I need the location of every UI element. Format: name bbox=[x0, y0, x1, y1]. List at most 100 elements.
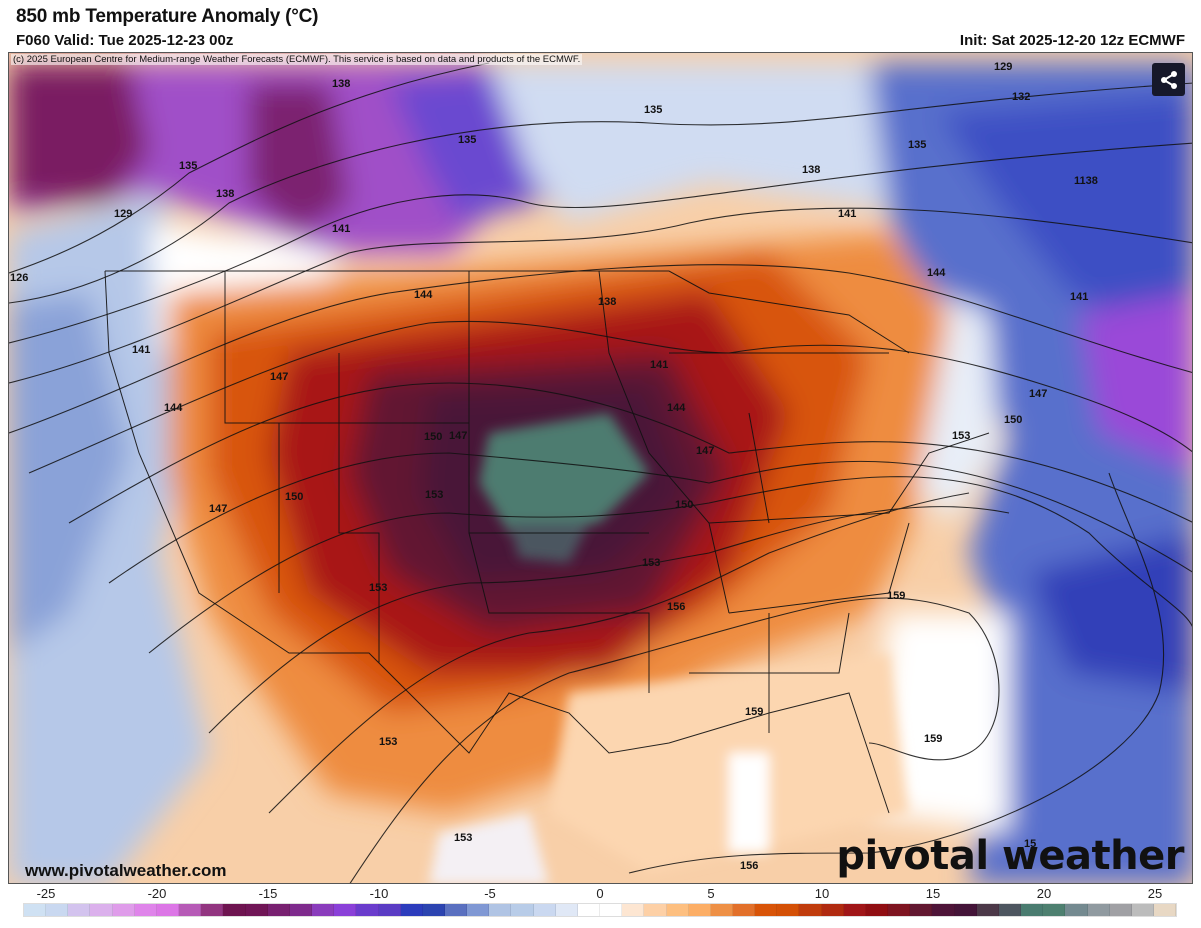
colorbar-bin bbox=[267, 904, 290, 916]
colorbar-bin bbox=[622, 904, 645, 916]
colorbar-bin bbox=[888, 904, 911, 916]
colorbar-tick-label: -25 bbox=[36, 886, 56, 901]
colorbar-tick-label: 25 bbox=[1147, 886, 1163, 901]
temperature-anomaly-field bbox=[9, 53, 1192, 883]
colorbar-tick-label: -5 bbox=[484, 886, 496, 901]
colorbar-bin bbox=[378, 904, 401, 916]
colorbar-bin bbox=[644, 904, 667, 916]
colorbar-tick-label: 0 bbox=[596, 886, 604, 901]
contour-label: 153 bbox=[369, 582, 388, 594]
colorbar-bin bbox=[68, 904, 91, 916]
contour-label: 147 bbox=[449, 430, 468, 442]
colorbar-bin bbox=[467, 904, 490, 916]
contour-label: 138 bbox=[216, 188, 235, 200]
colorbar-bin bbox=[600, 904, 623, 916]
colorbar-tick-label: 5 bbox=[707, 886, 715, 901]
colorbar-bin bbox=[1109, 904, 1132, 916]
colorbar-bin bbox=[1087, 904, 1110, 916]
contour-label: 159 bbox=[887, 590, 906, 602]
colorbar-bin bbox=[821, 904, 844, 916]
contour-label: 135 bbox=[908, 139, 927, 151]
contour-label: 153 bbox=[454, 832, 473, 844]
colorbar-tick-label: 20 bbox=[1036, 886, 1052, 901]
colorbar-bin bbox=[112, 904, 135, 916]
colorbar-bin bbox=[733, 904, 756, 916]
contour-label: 150 bbox=[285, 491, 304, 503]
colorbar-bin bbox=[289, 904, 313, 916]
colorbar-bin bbox=[24, 904, 47, 916]
colorbar-bin bbox=[865, 904, 889, 916]
colorbar-bin bbox=[400, 904, 423, 916]
contour-label: 147 bbox=[270, 371, 289, 383]
contour-label: 156 bbox=[740, 860, 759, 872]
colorbar-tick-label: -10 bbox=[369, 886, 389, 901]
colorbar-bin bbox=[555, 904, 578, 916]
colorbar-bin bbox=[976, 904, 999, 916]
contour-label: 153 bbox=[952, 430, 971, 442]
contour-label: 153 bbox=[379, 736, 398, 748]
colorbar-bin bbox=[223, 904, 246, 916]
map-panel[interactable]: (c) 2025 European Centre for Medium-rang… bbox=[8, 52, 1193, 884]
colorbar-tick-label: 10 bbox=[814, 886, 830, 901]
contour-label: 135 bbox=[458, 134, 477, 146]
colorbar-bin bbox=[932, 904, 955, 916]
colorbar-bin bbox=[777, 904, 800, 916]
colorbar-bin bbox=[444, 904, 468, 916]
colorbar-bin bbox=[90, 904, 113, 916]
contour-label: 138 bbox=[332, 78, 351, 90]
contour-label: 147 bbox=[209, 503, 228, 515]
colorbar-bin bbox=[998, 904, 1022, 916]
colorbar-bin bbox=[954, 904, 977, 916]
contour-label: 138 bbox=[598, 296, 617, 308]
height-contours bbox=[9, 62, 1192, 883]
colorbar-ticks: -25 -20 -15 -10 -5 0 5 10 15 20 25 bbox=[0, 886, 1201, 902]
contour-label: 156 bbox=[667, 601, 686, 613]
colorbar-bin bbox=[1153, 904, 1177, 916]
contour-label: 126 bbox=[10, 272, 29, 284]
contour-label: 135 bbox=[644, 104, 663, 116]
colorbar-bin bbox=[577, 904, 601, 916]
contour-label: 153 bbox=[425, 489, 444, 501]
colorbar-bin bbox=[1021, 904, 1044, 916]
colorbar-bin bbox=[489, 904, 512, 916]
contour-label: 153 bbox=[642, 557, 661, 569]
contour-label: 15 bbox=[1024, 838, 1037, 850]
colorbar-bin bbox=[312, 904, 335, 916]
share-button[interactable] bbox=[1152, 63, 1185, 96]
pivotal-weather-logo: pivotal weather bbox=[836, 833, 1184, 879]
contour-label: 138 bbox=[802, 164, 821, 176]
colorbar-tick-label: 15 bbox=[925, 886, 941, 901]
contour-label: 147 bbox=[696, 445, 715, 457]
contour-label: 141 bbox=[650, 359, 669, 371]
share-icon bbox=[1160, 70, 1177, 89]
contour-label: 132 bbox=[1012, 91, 1031, 103]
contour-label: 150 bbox=[675, 499, 694, 511]
contour-label: 129 bbox=[994, 61, 1013, 73]
copyright-notice: (c) 2025 European Centre for Medium-rang… bbox=[11, 54, 583, 65]
contour-label: 141 bbox=[1070, 291, 1089, 303]
colorbar-bin bbox=[422, 904, 445, 916]
colorbar-bin bbox=[688, 904, 711, 916]
contour-label: 144 bbox=[667, 402, 686, 414]
contour-label: 141 bbox=[332, 223, 351, 235]
contour-label: 141 bbox=[132, 344, 151, 356]
boundaries bbox=[104, 270, 990, 814]
contour-label: 144 bbox=[414, 289, 433, 301]
colorbar-bin bbox=[910, 904, 933, 916]
contour-label: 1138 bbox=[1074, 175, 1098, 187]
colorbar-bin bbox=[201, 904, 224, 916]
colorbar-bin bbox=[533, 904, 556, 916]
colorbar-bin bbox=[179, 904, 202, 916]
colorbar-bin bbox=[134, 904, 157, 916]
map-title: 850 mb Temperature Anomaly (°C) bbox=[16, 6, 319, 27]
colorbar-bin bbox=[334, 904, 357, 916]
contour-label: 150 bbox=[1004, 414, 1023, 426]
contour-label: 150 bbox=[424, 431, 443, 443]
colorbar-bin bbox=[799, 904, 822, 916]
colorbar-legend bbox=[23, 903, 1177, 917]
colorbar-bin bbox=[511, 904, 534, 916]
contour-label: 144 bbox=[164, 402, 183, 414]
valid-time: F060 Valid: Tue 2025-12-23 00z bbox=[16, 32, 234, 49]
colorbar-bin bbox=[46, 904, 69, 916]
init-time: Init: Sat 2025-12-20 12z ECMWF bbox=[959, 32, 1185, 49]
